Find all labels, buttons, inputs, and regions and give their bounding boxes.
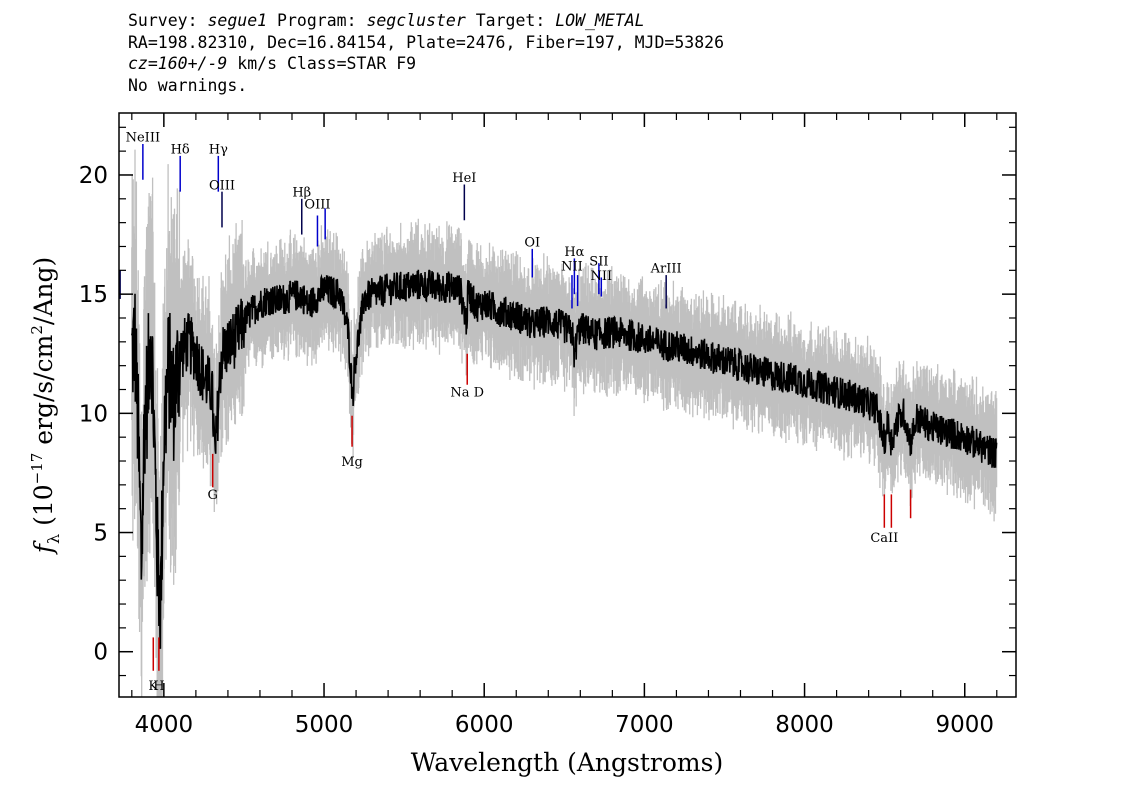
spectral-line-label: Hγ — [209, 143, 228, 158]
spectral-line-label: SII — [589, 255, 608, 270]
spectral-line-label: Na D — [450, 386, 484, 401]
error-band — [131, 149, 998, 697]
header-segment: segcluster — [366, 11, 466, 30]
spectral-line-label: Mg — [341, 455, 363, 470]
header-segment: Target: — [465, 11, 556, 30]
header-segment: Program: — [267, 11, 367, 30]
header-segment: Survey: — [128, 11, 208, 30]
spectral-line-label: NeIII — [126, 131, 160, 146]
spectrum-header: Survey: segue1 Program: segcluster Targe… — [128, 10, 724, 96]
spectral-line-label: NII — [561, 259, 583, 274]
spectral-line-label: CaII — [870, 531, 898, 546]
header-segment: km/s Class=STAR F9 — [227, 54, 417, 73]
y-tick-label: 20 — [79, 163, 108, 189]
spectral-line-label: Hα — [564, 245, 584, 260]
spectral-line-label: OIII — [304, 197, 330, 212]
y-axis-title: fλ (10−17 erg/s/cm2/Ang) — [28, 257, 63, 556]
x-tick-label: 8000 — [775, 712, 834, 738]
x-tick-label: 4000 — [135, 712, 194, 738]
y-tick-label: 10 — [79, 401, 108, 427]
x-tick-label: 6000 — [455, 712, 514, 738]
spectral-line-label: OIII — [209, 178, 235, 193]
spectral-line-label: K — [148, 679, 158, 694]
header-segment: No warnings. — [128, 75, 248, 95]
axis-ticks: 4000 5000 6000 7000 8000 9000 0 5 10 15 20 — [79, 113, 1016, 738]
x-axis-title: Wavelength (Angstroms) — [411, 748, 723, 777]
x-tick-label: 9000 — [935, 712, 994, 738]
spectral-line-label: HeI — [452, 171, 476, 186]
spectral-line-label: ArIII — [650, 262, 682, 277]
spectral-line-label: Hβ — [292, 185, 311, 200]
plot-frame — [118, 112, 1017, 698]
header-line-redshift-class: cz=160+/-9 km/s Class=STAR F9 — [128, 53, 724, 75]
y-tick-label: 15 — [79, 282, 108, 308]
header-segment: RA=198.82310, Dec=16.84154, Plate=2476, … — [128, 32, 725, 52]
header-segment: cz=160+/-9 — [128, 54, 228, 73]
spectral-line-label: OI — [524, 235, 540, 250]
header-line-coordinates: RA=198.82310, Dec=16.84154, Plate=2476, … — [128, 32, 724, 54]
plot-area — [119, 143, 998, 697]
header-segment: LOW_METAL — [555, 11, 645, 30]
header-segment: segue1 — [207, 11, 268, 30]
x-tick-label: 7000 — [615, 712, 674, 738]
header-line-warnings: No warnings. — [128, 75, 724, 97]
spectral-line-label: G — [208, 488, 218, 503]
x-tick-label: 5000 — [295, 712, 354, 738]
spectral-line-label: NII — [590, 269, 612, 284]
header-line-survey: Survey: segue1 Program: segcluster Targe… — [128, 10, 724, 32]
spectral-line-label: Hδ — [171, 143, 190, 158]
y-tick-label: 5 — [93, 521, 108, 547]
y-tick-label: 0 — [93, 640, 108, 666]
flux-line — [131, 269, 998, 649]
spectral-line-label: H — [153, 679, 164, 694]
